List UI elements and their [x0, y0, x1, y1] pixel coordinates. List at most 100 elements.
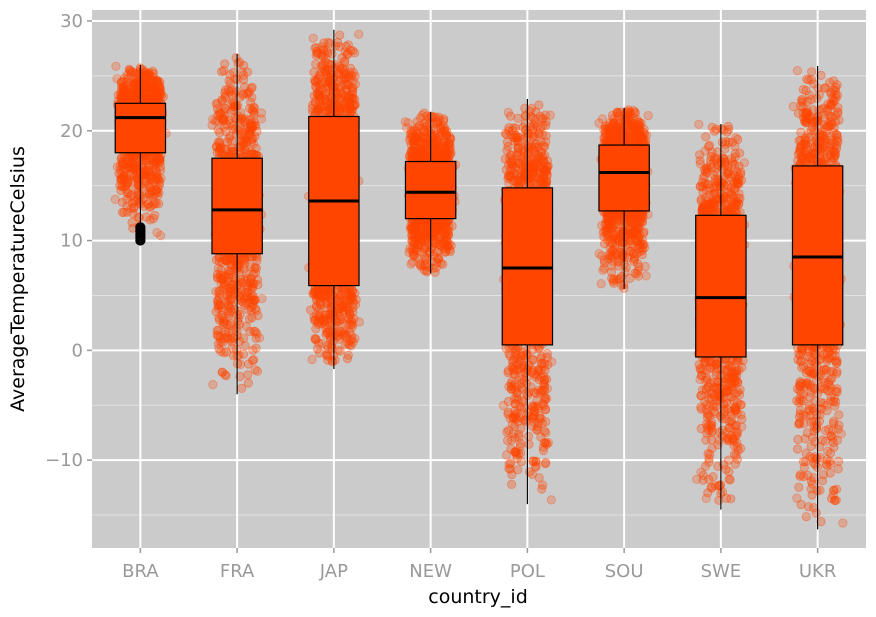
data-point [145, 179, 155, 189]
data-point [150, 92, 160, 102]
data-point [154, 91, 164, 101]
data-point [513, 113, 523, 123]
data-point [138, 193, 148, 204]
data-point [121, 180, 131, 190]
data-point [432, 129, 442, 139]
data-point [144, 165, 154, 176]
data-point [255, 333, 265, 343]
data-point [145, 74, 155, 85]
data-point [148, 66, 158, 76]
data-point [142, 165, 153, 175]
data-point [541, 457, 551, 468]
data-point [149, 81, 159, 91]
plot-panel [92, 10, 866, 548]
data-point [117, 82, 127, 92]
data-point [129, 203, 139, 213]
data-point [151, 76, 161, 86]
data-point [128, 208, 138, 219]
data-point [243, 370, 253, 380]
data-point [513, 465, 523, 475]
data-point [155, 89, 165, 99]
data-point [122, 70, 132, 80]
data-point [152, 187, 162, 197]
data-point [148, 166, 158, 176]
data-point [145, 174, 155, 184]
data-point [501, 450, 512, 460]
data-point [132, 169, 142, 179]
data-point [354, 29, 364, 39]
data-point [149, 84, 159, 94]
data-point [308, 100, 318, 110]
data-point [153, 153, 163, 163]
data-point [531, 425, 542, 435]
data-point [148, 160, 158, 170]
data-point [154, 88, 164, 98]
data-point [217, 67, 227, 77]
data-point [118, 92, 129, 102]
data-point [538, 152, 548, 162]
data-point [147, 83, 157, 93]
data-point [323, 37, 333, 47]
data-point [147, 173, 157, 183]
data-point [539, 178, 549, 188]
data-point [234, 267, 244, 277]
data-point [129, 202, 139, 212]
data-point [127, 177, 137, 187]
data-point [153, 86, 163, 97]
data-point [334, 316, 344, 326]
data-point [216, 279, 226, 289]
data-point [123, 188, 133, 198]
data-point [323, 59, 333, 69]
data-point [122, 89, 132, 99]
data-point [136, 79, 146, 89]
data-point [141, 79, 151, 90]
data-point [124, 90, 134, 100]
data-point [239, 333, 249, 343]
data-point [129, 92, 139, 102]
data-point [142, 189, 152, 199]
data-point [147, 75, 157, 86]
data-point [221, 119, 231, 129]
data-point [119, 85, 129, 95]
data-point [128, 93, 138, 103]
data-point [539, 371, 549, 382]
data-point [140, 71, 150, 81]
data-point [145, 215, 155, 225]
data-point [308, 33, 318, 43]
data-point [122, 207, 132, 217]
data-point [504, 123, 514, 133]
data-point [116, 185, 126, 196]
data-point [145, 70, 155, 81]
data-point [123, 188, 133, 198]
data-point [225, 334, 235, 344]
data-point [310, 333, 320, 344]
data-point [121, 155, 132, 165]
data-point [141, 212, 151, 222]
data-point [147, 87, 158, 98]
data-point [130, 164, 140, 174]
data-point [132, 174, 142, 184]
data-point [138, 65, 148, 75]
data-point [244, 314, 254, 324]
data-point [134, 85, 144, 95]
data-point [117, 160, 127, 170]
data-point [249, 355, 259, 365]
data-point [113, 90, 123, 100]
data-point [127, 217, 137, 227]
data-point [145, 153, 155, 163]
data-point [334, 76, 344, 87]
data-point [326, 342, 337, 352]
data-point [148, 72, 158, 82]
data-point [120, 182, 130, 192]
data-point [118, 159, 128, 170]
data-point [143, 181, 154, 191]
data-point [145, 202, 155, 212]
data-point [152, 77, 162, 87]
data-point [208, 379, 218, 390]
data-point [545, 110, 555, 120]
data-point [256, 108, 266, 118]
data-point [127, 89, 137, 99]
data-point [128, 91, 138, 101]
data-point [537, 352, 547, 362]
data-point [321, 329, 331, 339]
